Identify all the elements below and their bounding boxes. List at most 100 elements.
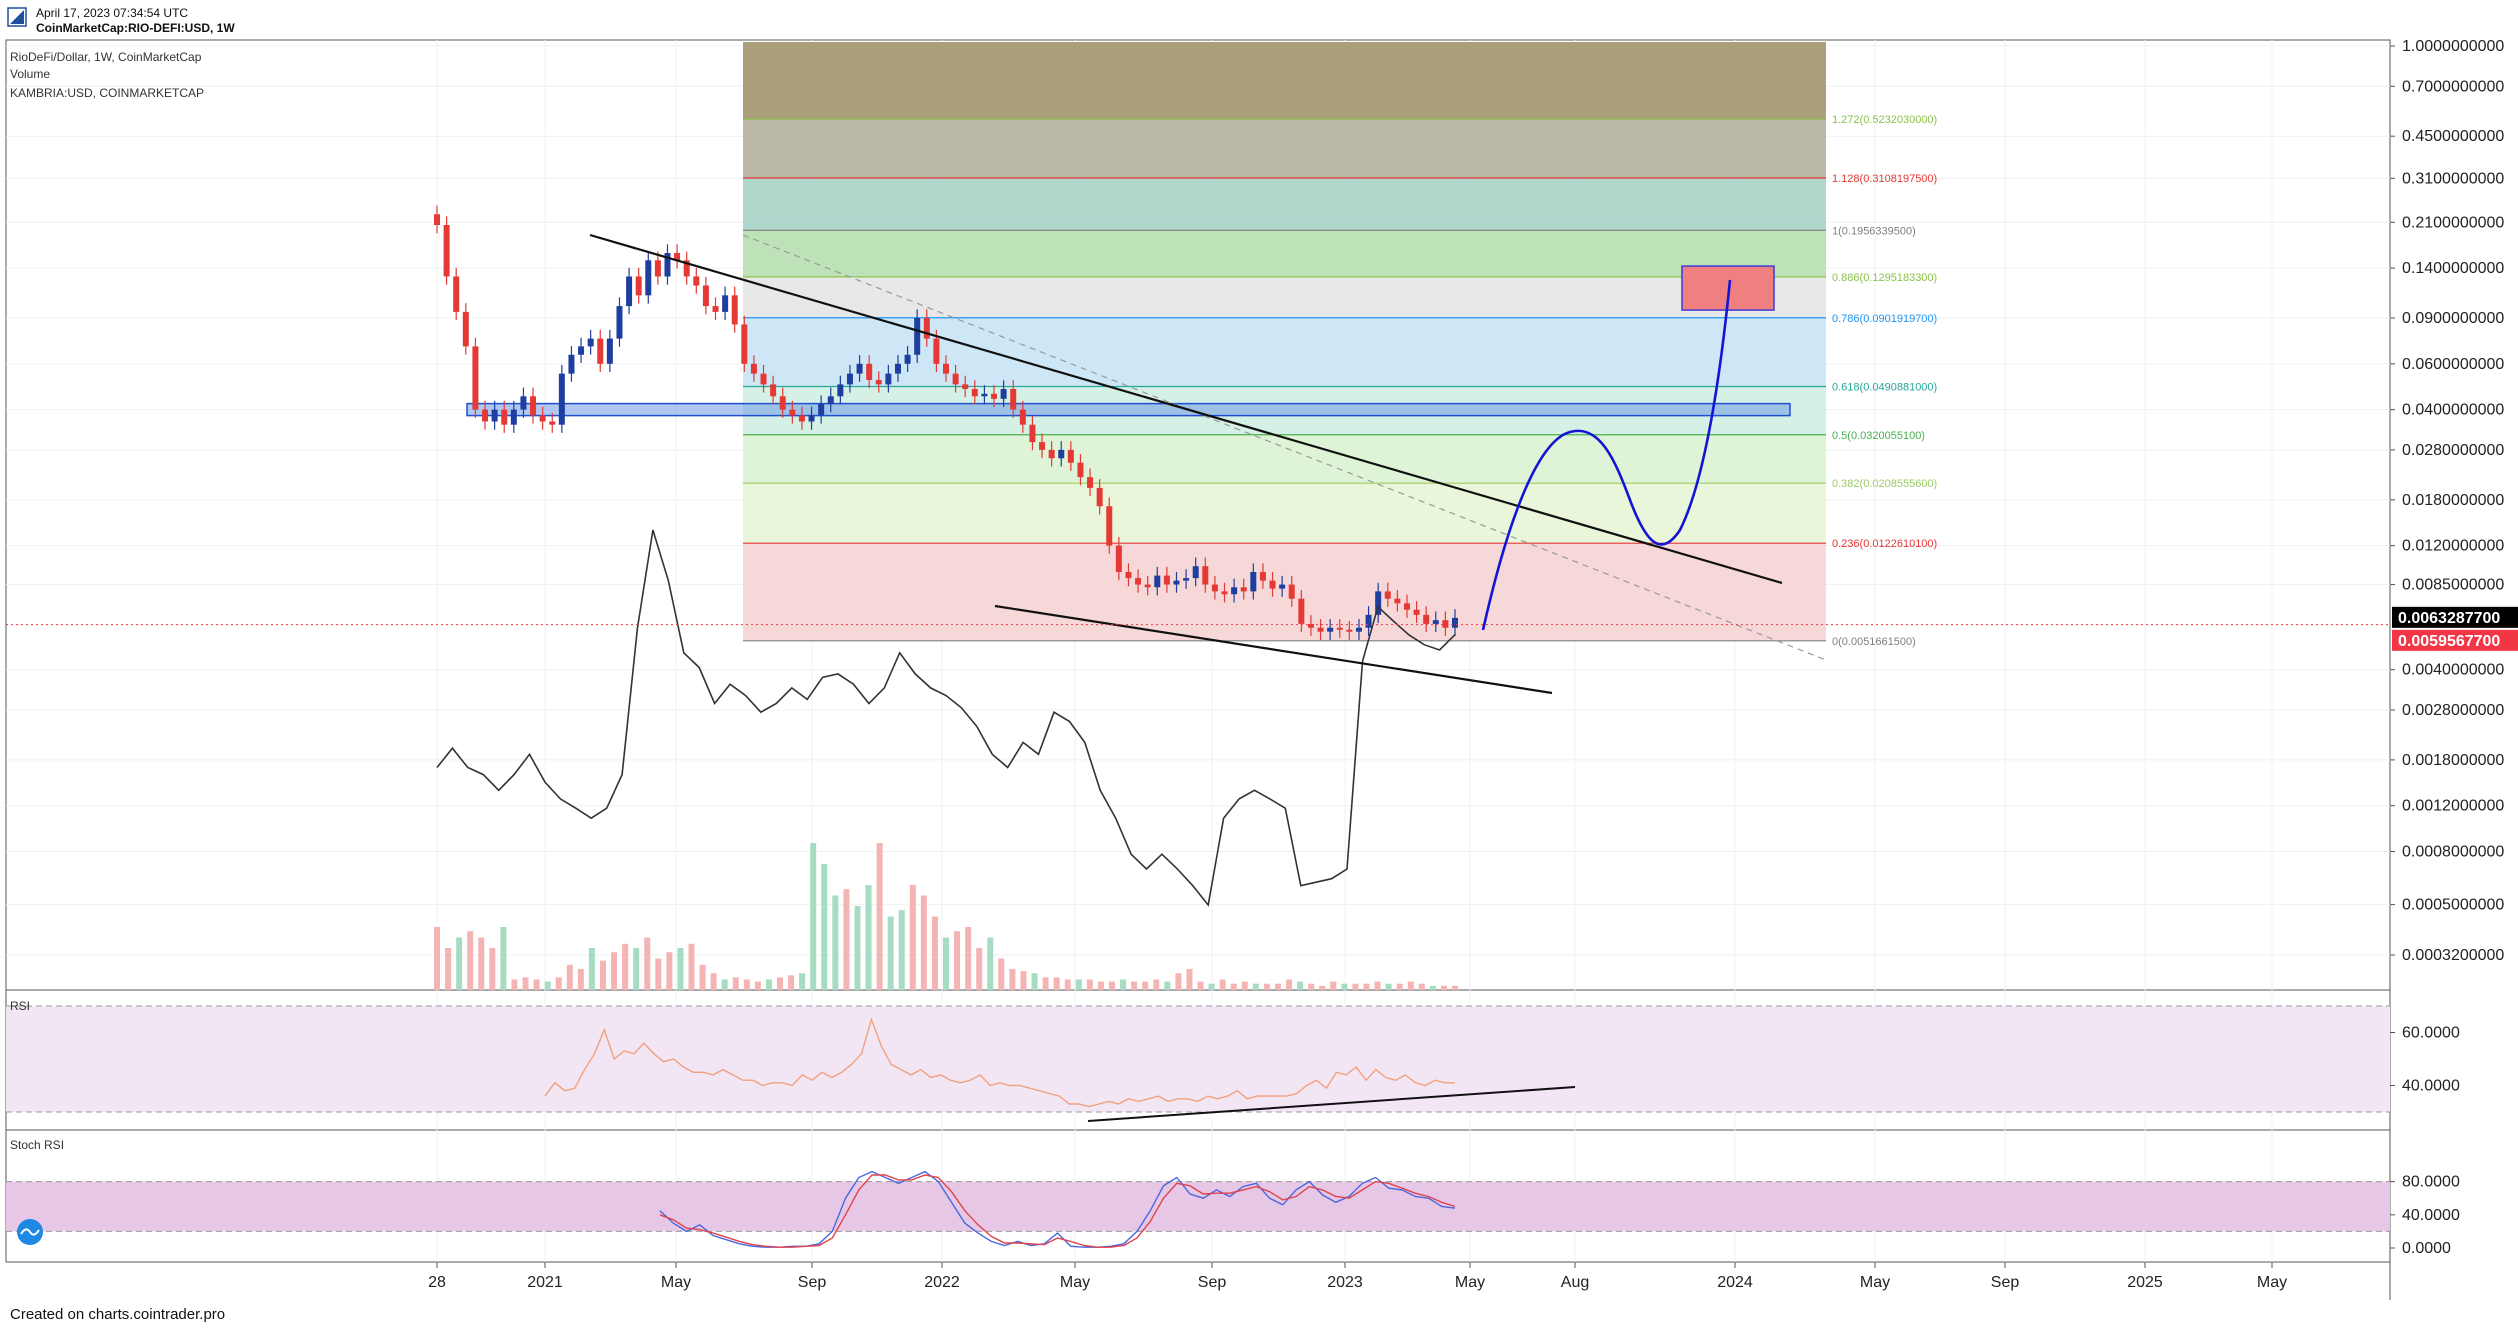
candle-body xyxy=(875,379,882,385)
volume-bar xyxy=(1042,977,1049,990)
candle-body xyxy=(971,389,978,397)
rsi-band-fill xyxy=(6,1006,2390,1112)
volume-bar xyxy=(522,977,529,990)
candle-body xyxy=(434,214,440,226)
time-axis-label: Aug xyxy=(1561,1274,1589,1291)
candle-body xyxy=(606,338,613,364)
time-axis-label: May xyxy=(1860,1274,1890,1291)
candle-body xyxy=(1096,487,1103,507)
logo-icon xyxy=(10,10,24,24)
volume-bar xyxy=(1031,973,1038,990)
time-axis-label: Sep xyxy=(798,1274,827,1291)
candle-body xyxy=(837,384,844,397)
candle-body xyxy=(1087,477,1094,488)
candle-body xyxy=(674,253,681,261)
volume-bar xyxy=(478,937,485,990)
candle-body xyxy=(520,396,527,410)
legend-rsi[interactable]: RSI xyxy=(10,999,31,1013)
candle-body xyxy=(616,306,623,339)
price-axis-label: 0.0040000000 xyxy=(2402,662,2504,679)
volume-bar xyxy=(732,977,739,990)
last-price-label: 0.0059567700 xyxy=(2398,633,2500,650)
rsi-divergence-trendline xyxy=(1087,1086,1576,1122)
fib-zone xyxy=(743,543,1826,641)
candle-body xyxy=(885,373,892,385)
volume-bar xyxy=(909,885,916,990)
candle-body xyxy=(1202,566,1209,585)
candle-body xyxy=(1384,591,1391,599)
price-candles xyxy=(434,205,1458,640)
candle-body xyxy=(626,276,633,307)
volume-bar xyxy=(467,931,474,990)
volume-bar xyxy=(1319,985,1326,990)
volume-bar xyxy=(1020,971,1027,990)
rsi-line xyxy=(544,1017,1455,1108)
candle-body xyxy=(760,373,767,385)
volume-bar xyxy=(1241,981,1248,990)
legend-compare-series[interactable]: KAMBRIA:USD, COINMARKETCAP xyxy=(10,86,205,100)
fib-level-label: 0.5(0.0320055100) xyxy=(1832,430,1925,442)
volume-bar xyxy=(633,948,640,990)
volume-bar xyxy=(754,981,761,990)
price-axis-label: 0.0018000000 xyxy=(2402,752,2504,769)
fib-zone xyxy=(743,177,1826,231)
volume-bar xyxy=(1352,983,1359,990)
candle-body xyxy=(1211,584,1218,592)
volume-bar xyxy=(1363,983,1370,990)
volume-bar xyxy=(1120,979,1127,990)
candle-body xyxy=(952,373,959,385)
candle-body xyxy=(1307,623,1314,628)
time-axis-label: May xyxy=(1060,1274,1090,1291)
candle-body xyxy=(943,363,949,374)
volume-bar xyxy=(434,927,440,990)
legend-stoch-rsi[interactable]: Stoch RSI xyxy=(10,1138,65,1152)
candle-body xyxy=(1327,627,1334,632)
current-price-tag xyxy=(2392,606,2518,628)
candle-body xyxy=(1019,409,1026,425)
candle-body xyxy=(904,354,911,364)
volume-bar xyxy=(721,979,728,990)
candle-body xyxy=(846,373,853,385)
candle-body xyxy=(1317,627,1324,632)
volume-bar xyxy=(666,952,673,990)
candle-body xyxy=(1413,609,1420,615)
fib-level-label: 0.786(0.0901919700) xyxy=(1832,313,1937,325)
volume-bar xyxy=(566,964,573,990)
price-axis-label: 0.0400000000 xyxy=(2402,402,2504,419)
legend-volume[interactable]: Volume xyxy=(10,67,51,81)
header-symbol: CoinMarketCap:RIO-DEFI:USD, 1W xyxy=(36,21,235,35)
fib-zone xyxy=(743,230,1826,277)
candle-body xyxy=(635,276,642,296)
cointrader-icon xyxy=(20,1228,40,1236)
candle-body xyxy=(1029,424,1036,443)
volume-bar xyxy=(810,843,817,990)
candle-body xyxy=(1231,587,1238,595)
candle-body xyxy=(770,384,777,397)
candle-body xyxy=(1058,449,1065,459)
candle-body xyxy=(1183,578,1190,581)
candle-body xyxy=(1346,629,1353,632)
candle-body xyxy=(1077,462,1084,478)
volume-bar xyxy=(1053,977,1060,990)
price-axis-label: 0.3100000000 xyxy=(2402,170,2504,187)
candle-body xyxy=(1336,627,1343,630)
legend-main-series[interactable]: RioDeFi/Dollar, 1W, CoinMarketCap xyxy=(10,50,202,64)
candle-body xyxy=(1115,545,1122,572)
volume-bar xyxy=(887,916,894,990)
current-price-label: 0.0063287700 xyxy=(2398,610,2500,627)
volume-bar xyxy=(1385,983,1392,990)
logo-icon xyxy=(7,7,27,27)
candle-body xyxy=(558,373,565,425)
candle-body xyxy=(578,346,585,355)
candle-body xyxy=(856,363,863,374)
candle-body xyxy=(453,276,460,312)
candle-body xyxy=(1452,617,1458,628)
volume-bars xyxy=(434,843,1458,990)
candle-body xyxy=(510,409,517,425)
candle-body xyxy=(818,404,825,416)
time-axis-label: Sep xyxy=(1991,1274,2020,1291)
stoch-axis-label: 0.0000 xyxy=(2402,1240,2451,1257)
rsi-axis-label: 60.0000 xyxy=(2402,1025,2460,1042)
candle-body xyxy=(894,363,901,374)
